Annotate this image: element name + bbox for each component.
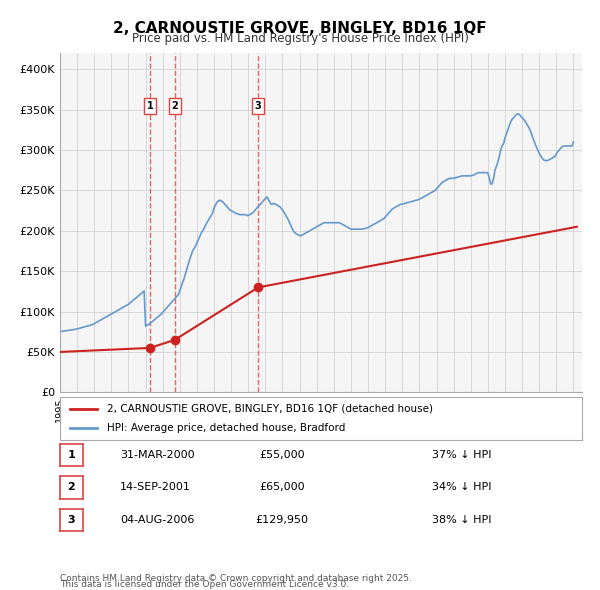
Text: Contains HM Land Registry data © Crown copyright and database right 2025.: Contains HM Land Registry data © Crown c… [60, 574, 412, 583]
Text: 34% ↓ HPI: 34% ↓ HPI [432, 483, 491, 492]
Text: 2: 2 [68, 483, 75, 492]
Text: Price paid vs. HM Land Registry's House Price Index (HPI): Price paid vs. HM Land Registry's House … [131, 32, 469, 45]
Text: This data is licensed under the Open Government Licence v3.0.: This data is licensed under the Open Gov… [60, 580, 349, 589]
Text: £65,000: £65,000 [259, 483, 305, 492]
Text: 38% ↓ HPI: 38% ↓ HPI [432, 515, 491, 525]
Text: £55,000: £55,000 [259, 450, 305, 460]
Text: 04-AUG-2006: 04-AUG-2006 [120, 515, 194, 525]
Text: £129,950: £129,950 [256, 515, 308, 525]
Text: 1: 1 [146, 101, 153, 110]
Text: 37% ↓ HPI: 37% ↓ HPI [432, 450, 491, 460]
Text: 2, CARNOUSTIE GROVE, BINGLEY, BD16 1QF (detached house): 2, CARNOUSTIE GROVE, BINGLEY, BD16 1QF (… [107, 404, 433, 414]
Text: 2, CARNOUSTIE GROVE, BINGLEY, BD16 1QF: 2, CARNOUSTIE GROVE, BINGLEY, BD16 1QF [113, 21, 487, 35]
Text: 31-MAR-2000: 31-MAR-2000 [120, 450, 194, 460]
Text: 3: 3 [255, 101, 262, 110]
Text: 14-SEP-2001: 14-SEP-2001 [120, 483, 191, 492]
Text: 1: 1 [68, 450, 75, 460]
Text: 2: 2 [172, 101, 178, 110]
Text: 3: 3 [68, 515, 75, 525]
Text: HPI: Average price, detached house, Bradford: HPI: Average price, detached house, Brad… [107, 422, 346, 432]
